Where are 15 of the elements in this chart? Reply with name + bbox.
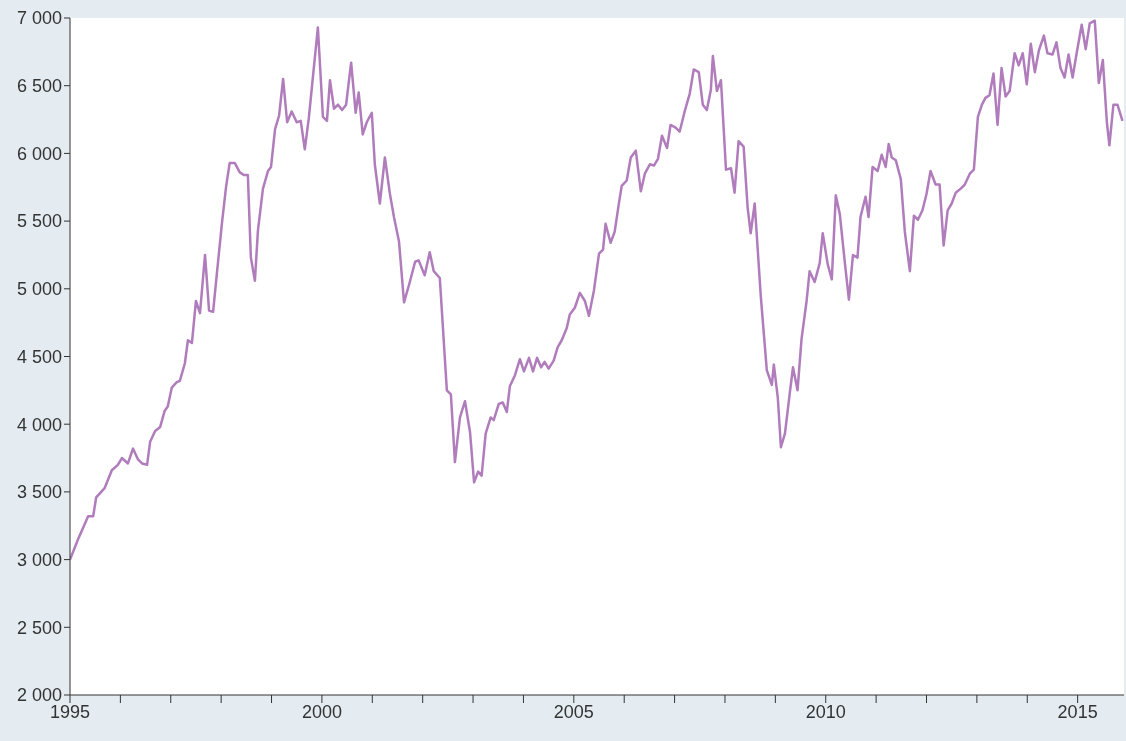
y-tick-label: 4 500 <box>16 346 62 367</box>
x-tick-label: 2015 <box>1057 701 1098 722</box>
y-tick-label: 6 000 <box>16 143 62 164</box>
y-tick-label: 3 500 <box>16 482 62 503</box>
y-tick-label: 7 000 <box>16 8 62 29</box>
x-tick-label: 2005 <box>553 701 594 722</box>
y-tick-label: 5 000 <box>16 279 62 300</box>
y-tick-label: 2 500 <box>16 617 62 638</box>
x-tick-label: 2000 <box>301 701 342 722</box>
y-tick-label: 3 000 <box>16 549 62 570</box>
line-series <box>70 19 1124 561</box>
x-tick-label: 2010 <box>805 701 846 722</box>
y-tick-label: 5 500 <box>16 211 62 232</box>
y-tick-label: 4 000 <box>16 414 62 435</box>
y-tick-label: 6 500 <box>16 76 62 97</box>
